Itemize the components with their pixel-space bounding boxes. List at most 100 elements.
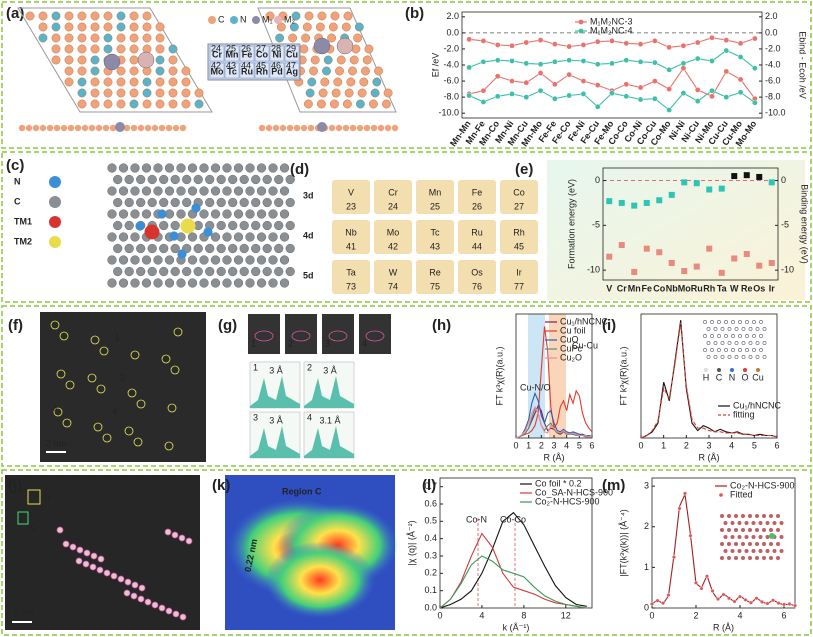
element-symbol: Ru [241, 66, 253, 76]
atom [113, 220, 123, 231]
data-point [537, 37, 544, 43]
legend-marker [578, 19, 584, 25]
legend-label: M₂ [284, 14, 295, 24]
atom-spot [164, 528, 172, 536]
y-tick-label: 0.0 [446, 27, 459, 37]
atom [147, 174, 157, 185]
atom [276, 22, 286, 32]
data-point [580, 42, 587, 48]
atom [245, 255, 255, 265]
atom [124, 266, 134, 277]
data-point [580, 78, 587, 84]
side-atom [377, 124, 385, 132]
atom-spot [96, 566, 104, 574]
data-point [716, 597, 721, 602]
atom [129, 33, 139, 43]
atom [142, 99, 152, 109]
y-axis-label: FT k³χ(R)(a.u.) [618, 346, 628, 405]
atom [239, 243, 249, 254]
inset-legend-dot [730, 368, 734, 372]
profile-area [250, 426, 300, 458]
atom [288, 33, 297, 43]
inset-atom [758, 535, 763, 539]
marker-label: 4 [112, 406, 117, 416]
series-line [640, 322, 778, 439]
element-number: 25 [430, 201, 440, 211]
legend-label: CuO [560, 334, 579, 344]
atom [256, 255, 267, 265]
atom-circle [96, 384, 106, 394]
atom-circle [170, 365, 180, 375]
inset-atom [720, 355, 725, 359]
inset-atom [720, 556, 724, 560]
atom [301, 33, 310, 43]
scale-label: 2 nm [46, 438, 66, 448]
element-symbol: Mn [226, 49, 239, 59]
data-point [637, 41, 644, 47]
inset-atom [758, 549, 763, 553]
inset-atom [755, 556, 759, 560]
atom [141, 255, 152, 265]
n-atom [157, 209, 167, 219]
inset-legend-dot [704, 368, 708, 372]
atom [239, 197, 249, 208]
atom [262, 243, 272, 254]
side-atom [158, 124, 166, 132]
atom [372, 77, 382, 87]
atom [107, 209, 117, 219]
atom [194, 99, 204, 109]
atom [155, 77, 165, 87]
data-point [643, 199, 650, 206]
atom [64, 22, 74, 32]
element-number: 27 [256, 43, 266, 53]
atom [222, 232, 232, 242]
inset-atom [737, 535, 742, 539]
atom [118, 278, 129, 288]
atom-spot [97, 555, 105, 563]
atom [322, 66, 331, 76]
atom [310, 55, 320, 65]
element-cell [239, 62, 255, 79]
inset-atom [713, 341, 718, 345]
inset-atom [741, 327, 746, 331]
atom [279, 255, 290, 265]
inset-atom [723, 521, 728, 525]
atom [181, 66, 191, 76]
legend-label: Co_SA-N-HCS-900 [535, 487, 613, 497]
atom [222, 186, 232, 196]
atom [348, 66, 357, 76]
element-cell [254, 62, 270, 79]
atom [124, 243, 134, 254]
side-atom [60, 124, 68, 132]
atom [268, 186, 278, 196]
element-cell [224, 62, 240, 79]
inset-atom [720, 514, 724, 518]
element-symbol: Ru [471, 227, 483, 237]
atom [130, 163, 140, 173]
atom [77, 55, 87, 65]
data-point [694, 580, 699, 585]
atom [187, 232, 198, 242]
atom [357, 88, 367, 98]
atom-circle [124, 426, 134, 436]
metal-atom [137, 51, 155, 69]
element-cell [239, 45, 255, 62]
atom [164, 255, 175, 265]
series-line [515, 391, 593, 439]
element-symbol: Ir [516, 267, 522, 277]
atom-circle [161, 354, 171, 364]
inset-atom [776, 542, 780, 546]
atom [228, 266, 238, 277]
atom [256, 186, 267, 196]
data-point [480, 58, 487, 65]
data-point [618, 199, 625, 206]
inset-atom [730, 549, 735, 553]
atom [64, 44, 74, 54]
legend-label: M₁ [262, 14, 273, 24]
atom-spot [62, 540, 70, 548]
inset-atom [762, 341, 767, 345]
atom [279, 163, 290, 173]
element-cell [254, 45, 270, 62]
x-tick-label: W [730, 283, 739, 293]
